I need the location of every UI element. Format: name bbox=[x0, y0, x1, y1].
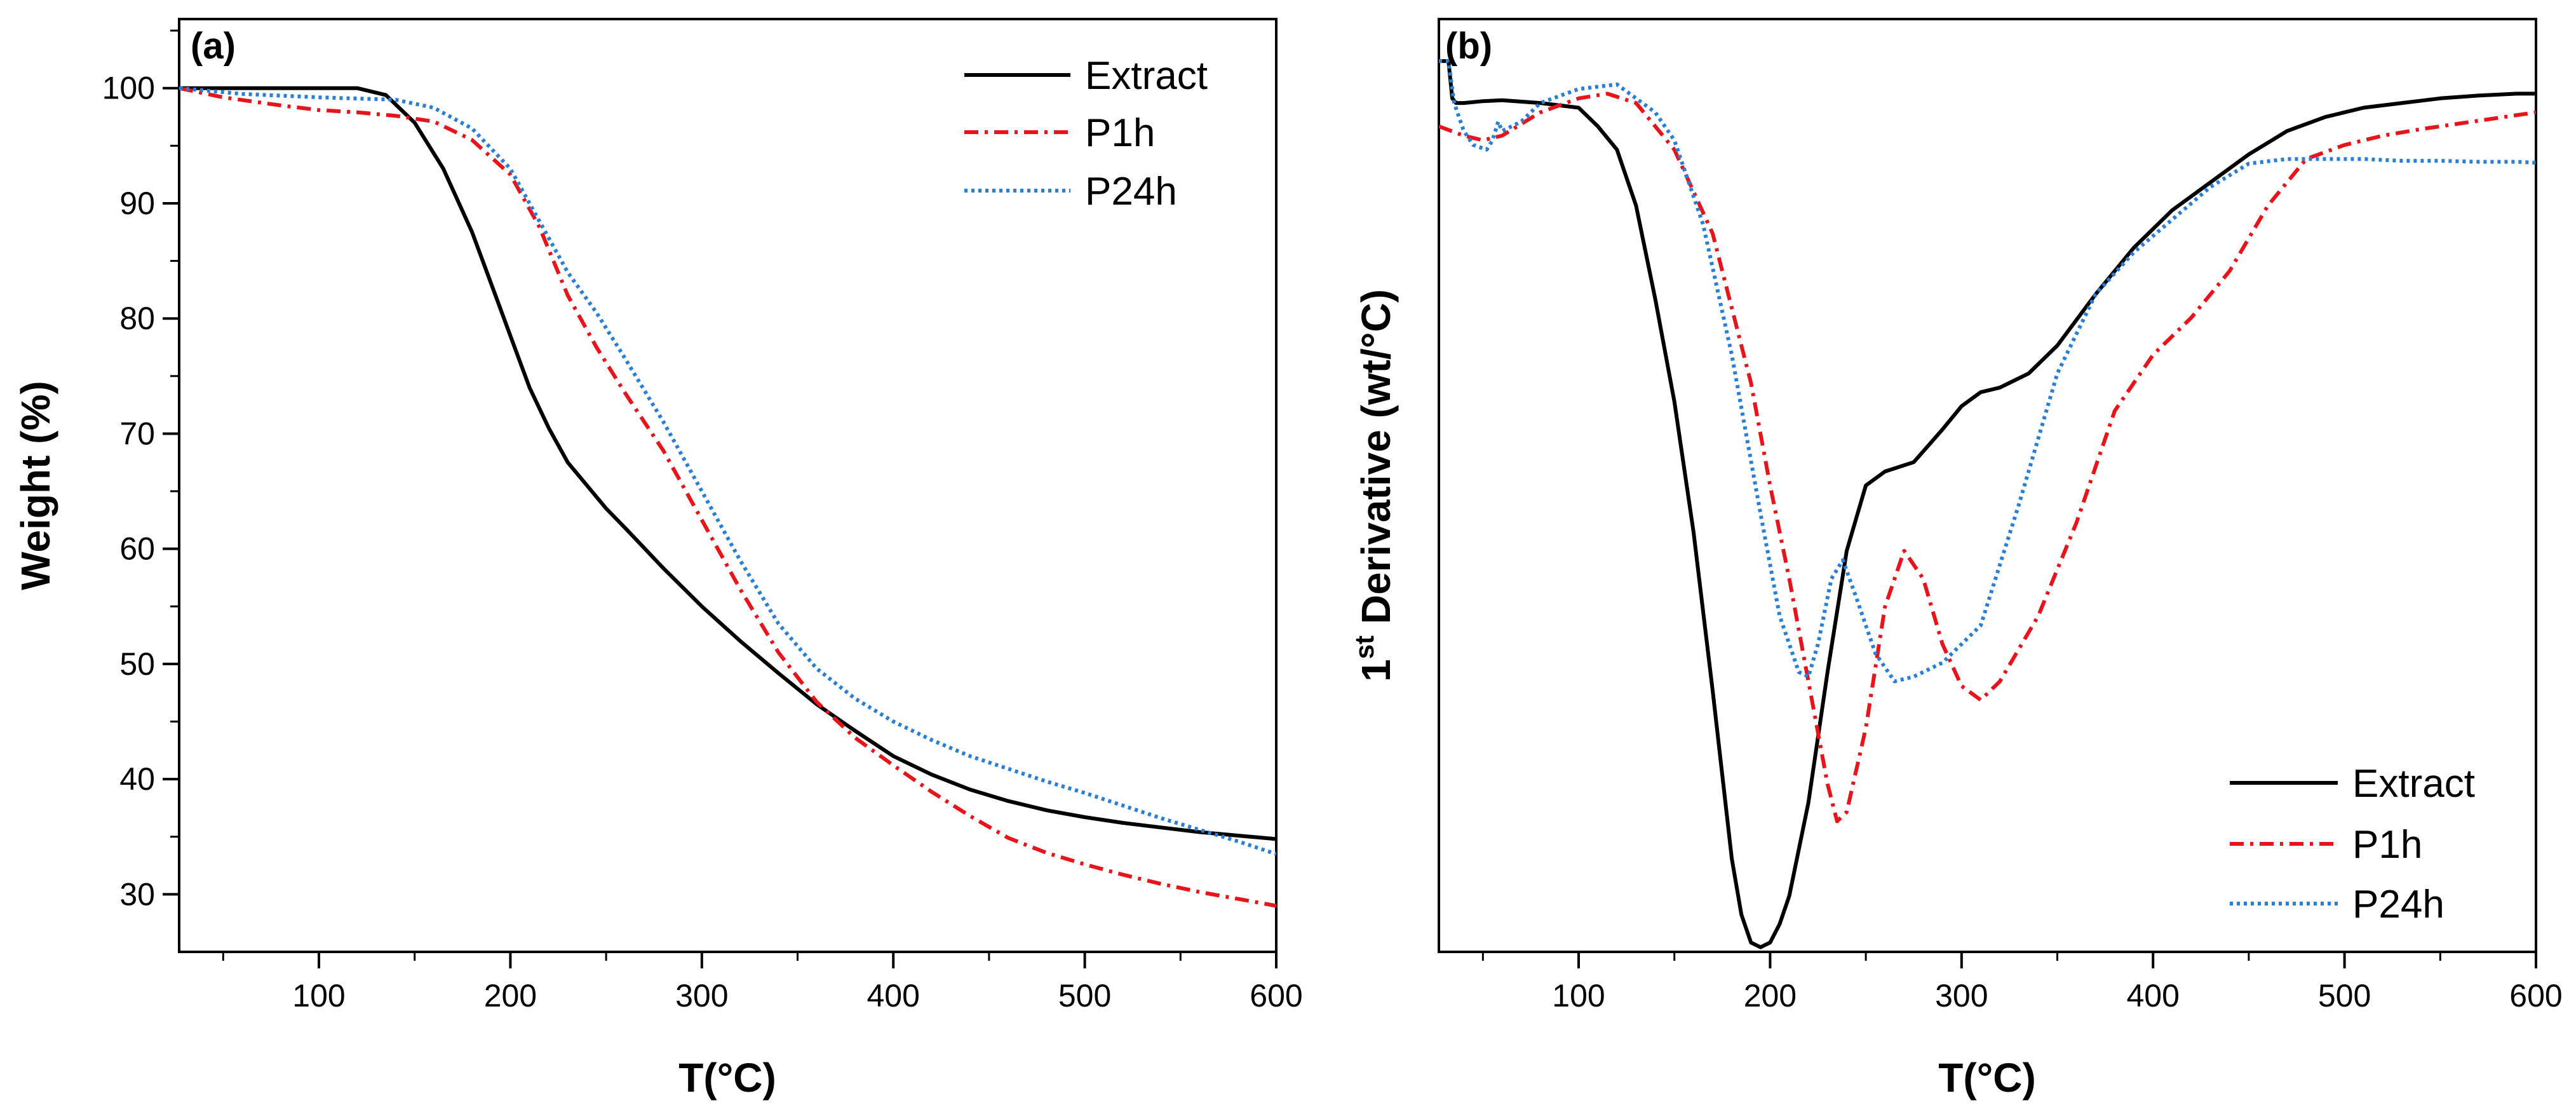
y-tick-label-a-50: 50 bbox=[119, 646, 155, 682]
legend-a: Extract P1h P24h bbox=[964, 54, 1208, 214]
x-tick-label-a-200: 200 bbox=[484, 978, 537, 1014]
series-group-a bbox=[179, 86, 1276, 908]
legend-b: Extract P1h P24h bbox=[2230, 762, 2475, 926]
x-tick-label-b-500: 500 bbox=[2318, 978, 2371, 1014]
y-tick-label-a-100: 100 bbox=[102, 71, 155, 106]
series-line-p24h-b bbox=[1439, 59, 2536, 684]
x-tick-label-b-200: 200 bbox=[1744, 978, 1797, 1014]
x-axis-title-a: T(°C) bbox=[678, 1055, 776, 1101]
series-line-p1h-a bbox=[179, 86, 1276, 908]
x-tick-label-a-500: 500 bbox=[1058, 978, 1111, 1014]
y-tick-label-a-60: 60 bbox=[119, 531, 155, 567]
plot-frame-a bbox=[178, 18, 1278, 953]
legend-label-extract-b: Extract bbox=[2352, 762, 2475, 806]
y-tick-label-a-90: 90 bbox=[119, 186, 155, 221]
y-axis-title-b-rest: Derivative (wt/°C) bbox=[1353, 289, 1399, 635]
x-tick-label-b-400: 400 bbox=[2126, 978, 2179, 1014]
y-axis-title-a: Weight (%) bbox=[13, 381, 58, 590]
legend-label-p24h-a: P24h bbox=[1085, 170, 1177, 214]
series-line-p1h-b bbox=[1439, 92, 2536, 824]
plot-frame-b bbox=[1438, 18, 2537, 953]
x-axis-title-b: T(°C) bbox=[1938, 1055, 2036, 1101]
panel-label-b: (b) bbox=[1445, 25, 1492, 67]
x-tick-label-a-300: 300 bbox=[675, 978, 728, 1014]
x-axis-a: 100 200 300 400 500 600 bbox=[222, 952, 1303, 1014]
y-tick-label-a-70: 70 bbox=[119, 416, 155, 451]
x-tick-label-a-600: 600 bbox=[1250, 978, 1302, 1014]
panel-b-derivative: 100 200 300 400 500 600 (b) T(°C) 1st Derivat… bbox=[1349, 18, 2563, 1101]
y-tick-label-a-40: 40 bbox=[119, 761, 155, 797]
y-axis-a: 30 40 50 60 70 80 90 100 bbox=[102, 29, 179, 912]
series-group-b bbox=[1439, 59, 2536, 949]
y-axis-title-b-superscript: st bbox=[1349, 635, 1379, 659]
legend-label-extract-a: Extract bbox=[1085, 54, 1208, 98]
x-tick-label-a-100: 100 bbox=[292, 978, 345, 1014]
legend-label-p24h-b: P24h bbox=[2352, 883, 2445, 926]
y-axis-title-b: 1st Derivative (wt/°C) bbox=[1349, 289, 1399, 682]
legend-label-p1h-a: P1h bbox=[1085, 111, 1155, 155]
legend-label-p1h-b: P1h bbox=[2352, 823, 2422, 867]
y-tick-label-a-80: 80 bbox=[119, 301, 155, 336]
x-axis-b: 100 200 300 400 500 600 bbox=[1481, 952, 2563, 1014]
x-tick-label-b-300: 300 bbox=[1935, 978, 1988, 1014]
y-axis-title-b-prefix: 1 bbox=[1353, 659, 1399, 682]
series-line-p24h-a bbox=[179, 86, 1276, 856]
x-tick-label-b-600: 600 bbox=[2509, 978, 2562, 1014]
series-line-extract-a bbox=[179, 86, 1276, 841]
panel-a-thermogravimetric: 100 200 300 400 500 600 30 40 50 60 70 80 90 100 (a)… bbox=[13, 18, 1303, 1101]
x-tick-label-a-400: 400 bbox=[867, 978, 919, 1014]
x-tick-label-b-100: 100 bbox=[1552, 978, 1605, 1014]
y-tick-label-a-30: 30 bbox=[119, 876, 155, 912]
panel-label-a: (a) bbox=[191, 25, 236, 67]
